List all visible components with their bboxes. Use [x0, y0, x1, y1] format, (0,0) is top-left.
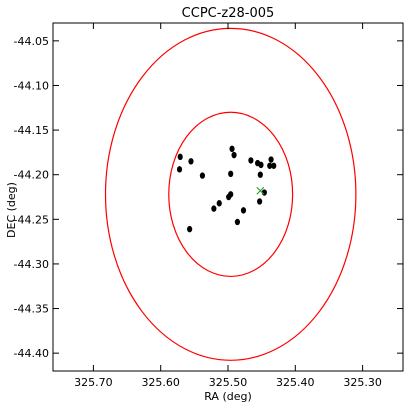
x-tick-label: 325.70 — [74, 376, 113, 389]
red-circle-2 — [104, 27, 357, 361]
y-tick-label: -44.30 — [14, 258, 49, 271]
y-tick-label: -44.35 — [14, 303, 49, 316]
red-circle-1 — [168, 111, 294, 278]
y-tick-label: -44.20 — [14, 169, 49, 182]
y-axis: -44.05 -44.10 -44.15 -44.20 -44.25 -44.30 -44.… — [14, 35, 403, 360]
data-point — [228, 170, 234, 177]
plot-area — [52, 22, 404, 372]
x-tick-label: 325.50 — [209, 376, 248, 389]
data-point — [199, 172, 206, 179]
data-point — [257, 198, 263, 205]
data-point — [248, 157, 254, 164]
center-marker-stroke — [256, 186, 265, 195]
data-point — [258, 161, 264, 169]
x-axis-label: RA (deg) — [204, 390, 252, 403]
y-tick-label: -44.15 — [14, 124, 49, 137]
data-point — [271, 162, 277, 169]
x-tick-label: 325.40 — [276, 376, 315, 389]
data-point — [231, 151, 237, 159]
center-marker — [256, 186, 265, 195]
data-point — [188, 158, 194, 165]
data-point — [187, 225, 193, 233]
x-tick-label: 325.60 — [141, 376, 180, 389]
data-point — [177, 153, 183, 161]
data-point — [176, 166, 183, 173]
y-tick-label: -44.25 — [14, 213, 49, 226]
data-point — [211, 205, 217, 212]
data-point — [267, 162, 273, 169]
y-tick-label: -44.40 — [14, 347, 49, 360]
data-point — [268, 156, 274, 163]
data-point — [229, 145, 235, 153]
x-axis: 325.70 325.60 325.50 325.40 325.30 — [74, 23, 382, 389]
data-point — [226, 193, 232, 201]
y-axis-label: DEC (deg) — [5, 182, 18, 238]
y-tick-label: -44.05 — [14, 35, 49, 48]
data-point — [216, 200, 222, 207]
x-tick-label: 325.30 — [343, 376, 382, 389]
chart-title: CCPC-z28-005 — [182, 6, 275, 21]
plot-content — [104, 27, 357, 361]
data-point — [257, 171, 263, 178]
data-point — [234, 218, 241, 226]
data-point — [240, 207, 247, 214]
y-tick-label: -44.10 — [14, 79, 49, 92]
